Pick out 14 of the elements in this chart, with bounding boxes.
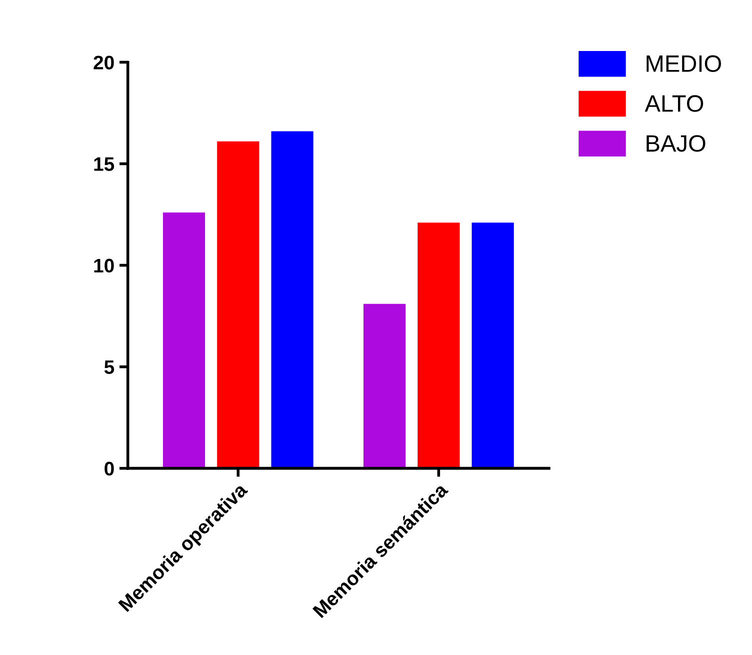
bar xyxy=(472,222,514,468)
legend-label: BAJO xyxy=(646,135,706,152)
y-tick-label: 5 xyxy=(104,360,114,374)
bar xyxy=(217,141,260,468)
bar xyxy=(418,222,460,468)
y-tick-label: 0 xyxy=(104,462,114,476)
y-tick-label: 20 xyxy=(94,56,114,70)
bar xyxy=(363,304,406,468)
y-tick-label: 10 xyxy=(94,258,114,273)
y-tick-label: 15 xyxy=(94,157,114,171)
legend-label: ALTO xyxy=(644,95,704,112)
bar xyxy=(162,212,206,468)
bar xyxy=(271,131,314,468)
legend-label: MEDIO xyxy=(646,55,722,72)
